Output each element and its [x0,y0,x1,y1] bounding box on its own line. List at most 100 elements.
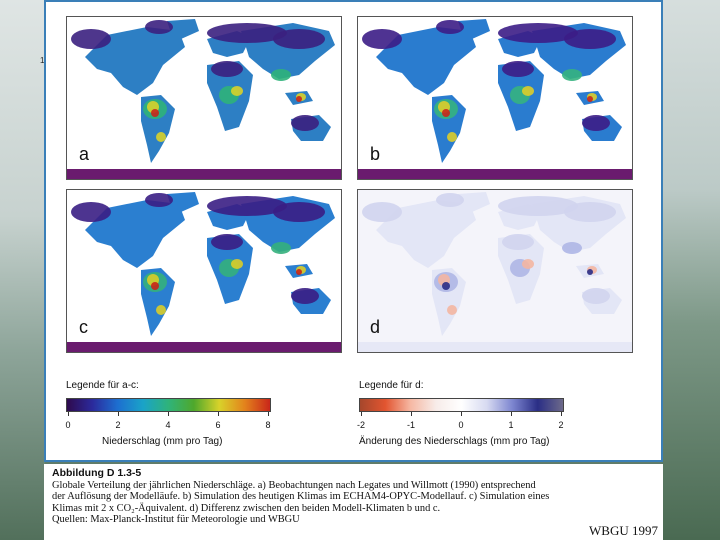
continent-antarctica [67,342,341,352]
precip-region [273,29,325,49]
legend-ac-title: Legende für a-c: [66,380,139,391]
precip-region [362,29,402,49]
precip-region [151,109,159,117]
legend_ac-tickmark [168,412,169,416]
map-a [67,17,341,179]
panel-letter-c: c [79,317,88,337]
caption-line-2: der Auflösung der Modelläufe. b) Simulat… [52,491,550,502]
precip-region [71,202,111,222]
legend_d-tick-label: 1 [508,420,514,430]
precip-region [207,23,287,43]
precip-region [273,202,325,222]
map-panel-d: d [357,189,633,353]
precip-region [296,269,302,275]
precip-region [296,96,302,102]
precip-region [156,132,166,142]
caption-line-3: Klimas mit 2 x CO₂-Äquivalent. d) Differ… [52,502,441,514]
map-panel-b: b [357,16,633,180]
legend_ac-tickmark [118,412,119,416]
precip-region [362,202,402,222]
figure-frame: a b c d Legende für a-c: 0 2 4 6 8 Niedersch… [44,0,663,462]
figure-caption: Abbildung D 1.3-5 Globale Verteilung der… [44,464,663,540]
legend_ac-tick-label: 0 [65,420,71,430]
continent-north-america [85,27,185,95]
continent-greenland [458,192,490,212]
precip-region [587,96,593,102]
precip-region [442,282,450,290]
legend_d-tick-label: 2 [558,420,564,430]
continent-north-america [85,200,185,268]
legend_ac-tickmark [268,412,269,416]
legend-d-colorbar [359,398,564,412]
precip-region [522,259,534,269]
legend_ac-tick-label: 8 [265,420,271,430]
precip-region [564,202,616,222]
legend_ac-tickmark [218,412,219,416]
precip-region [145,20,173,34]
precip-region [145,193,173,207]
caption-line-1: Globale Verteilung der jährlichen Nieder… [52,479,536,491]
legend_ac-tick-label: 2 [115,420,121,430]
continent-antarctica [358,169,632,179]
continent-greenland [167,19,199,39]
precip-region [498,196,578,216]
legend_d-tickmark [461,412,462,416]
legend_ac-tick-label: 6 [215,420,221,430]
background-right [662,0,720,540]
continent-antarctica [358,342,632,352]
map-d [358,190,632,352]
legend_d-tickmark [511,412,512,416]
legend-ac-axis-label: Niederschlag (mm pro Tag) [102,436,223,447]
precip-region [231,86,243,96]
legend_d-tick-label: 0 [458,420,464,430]
panel-letter-b: b [370,144,381,164]
precip-region [498,23,578,43]
continent-north-america [376,27,476,95]
precip-region [231,259,243,269]
continent-greenland [167,192,199,212]
precip-region [291,288,319,304]
legend_d-tick-label: -2 [356,420,366,430]
map-c [67,190,341,352]
caption-line-4: Quellen: Max-Planck-Institut für Meteoro… [52,514,300,525]
precip-region [71,29,111,49]
legend_ac-tick-label: 4 [165,420,171,430]
precip-region [271,69,291,81]
precip-region [151,282,159,290]
legend_d-tickmark [411,412,412,416]
precip-region [587,269,593,275]
precip-region [502,61,534,77]
background-left [0,0,45,540]
credit-label: WBGU 1997 [585,523,662,539]
continent-greenland [458,19,490,39]
precip-region [436,20,464,34]
precip-region [447,305,457,315]
map-panel-a: a [66,16,342,180]
precip-region [447,132,457,142]
map-panel-c: c [66,189,342,353]
continent-north-america [376,200,476,268]
panel-letter-a: a [79,144,90,164]
precip-region [211,234,243,250]
legend_d-tick-label: -1 [406,420,416,430]
legend_d-tickmark [361,412,362,416]
precip-region [442,109,450,117]
legend-d-axis-label: Änderung des Niederschlags (mm pro Tag) [359,436,550,447]
precip-region [564,29,616,49]
precip-region [582,288,610,304]
slide-number: 1 [40,56,45,65]
precip-region [582,115,610,131]
caption-title: Abbildung D 1.3-5 [52,467,142,479]
precip-region [156,305,166,315]
precip-region [436,193,464,207]
precip-region [562,242,582,254]
map-b [358,17,632,179]
legend-ac-colorbar [66,398,271,412]
legend-d-title: Legende für d: [359,380,424,391]
panel-letter-d: d [370,317,381,337]
precip-region [211,61,243,77]
precip-region [522,86,534,96]
precip-region [562,69,582,81]
precip-region [271,242,291,254]
precip-region [291,115,319,131]
